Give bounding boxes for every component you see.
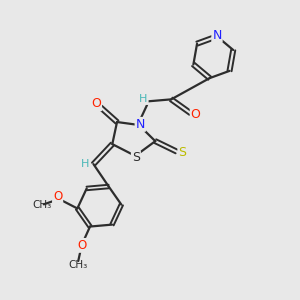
Text: CH₃: CH₃	[33, 200, 52, 210]
Text: S: S	[178, 146, 186, 159]
Text: O: O	[191, 108, 201, 121]
Text: O: O	[78, 239, 87, 252]
Text: CH₃: CH₃	[69, 260, 88, 269]
Text: N: N	[136, 118, 145, 131]
Text: N: N	[212, 29, 222, 42]
Text: S: S	[132, 151, 140, 164]
Text: O: O	[91, 97, 101, 110]
Text: O: O	[53, 190, 62, 203]
Text: H: H	[139, 94, 148, 104]
Text: H: H	[81, 158, 89, 169]
